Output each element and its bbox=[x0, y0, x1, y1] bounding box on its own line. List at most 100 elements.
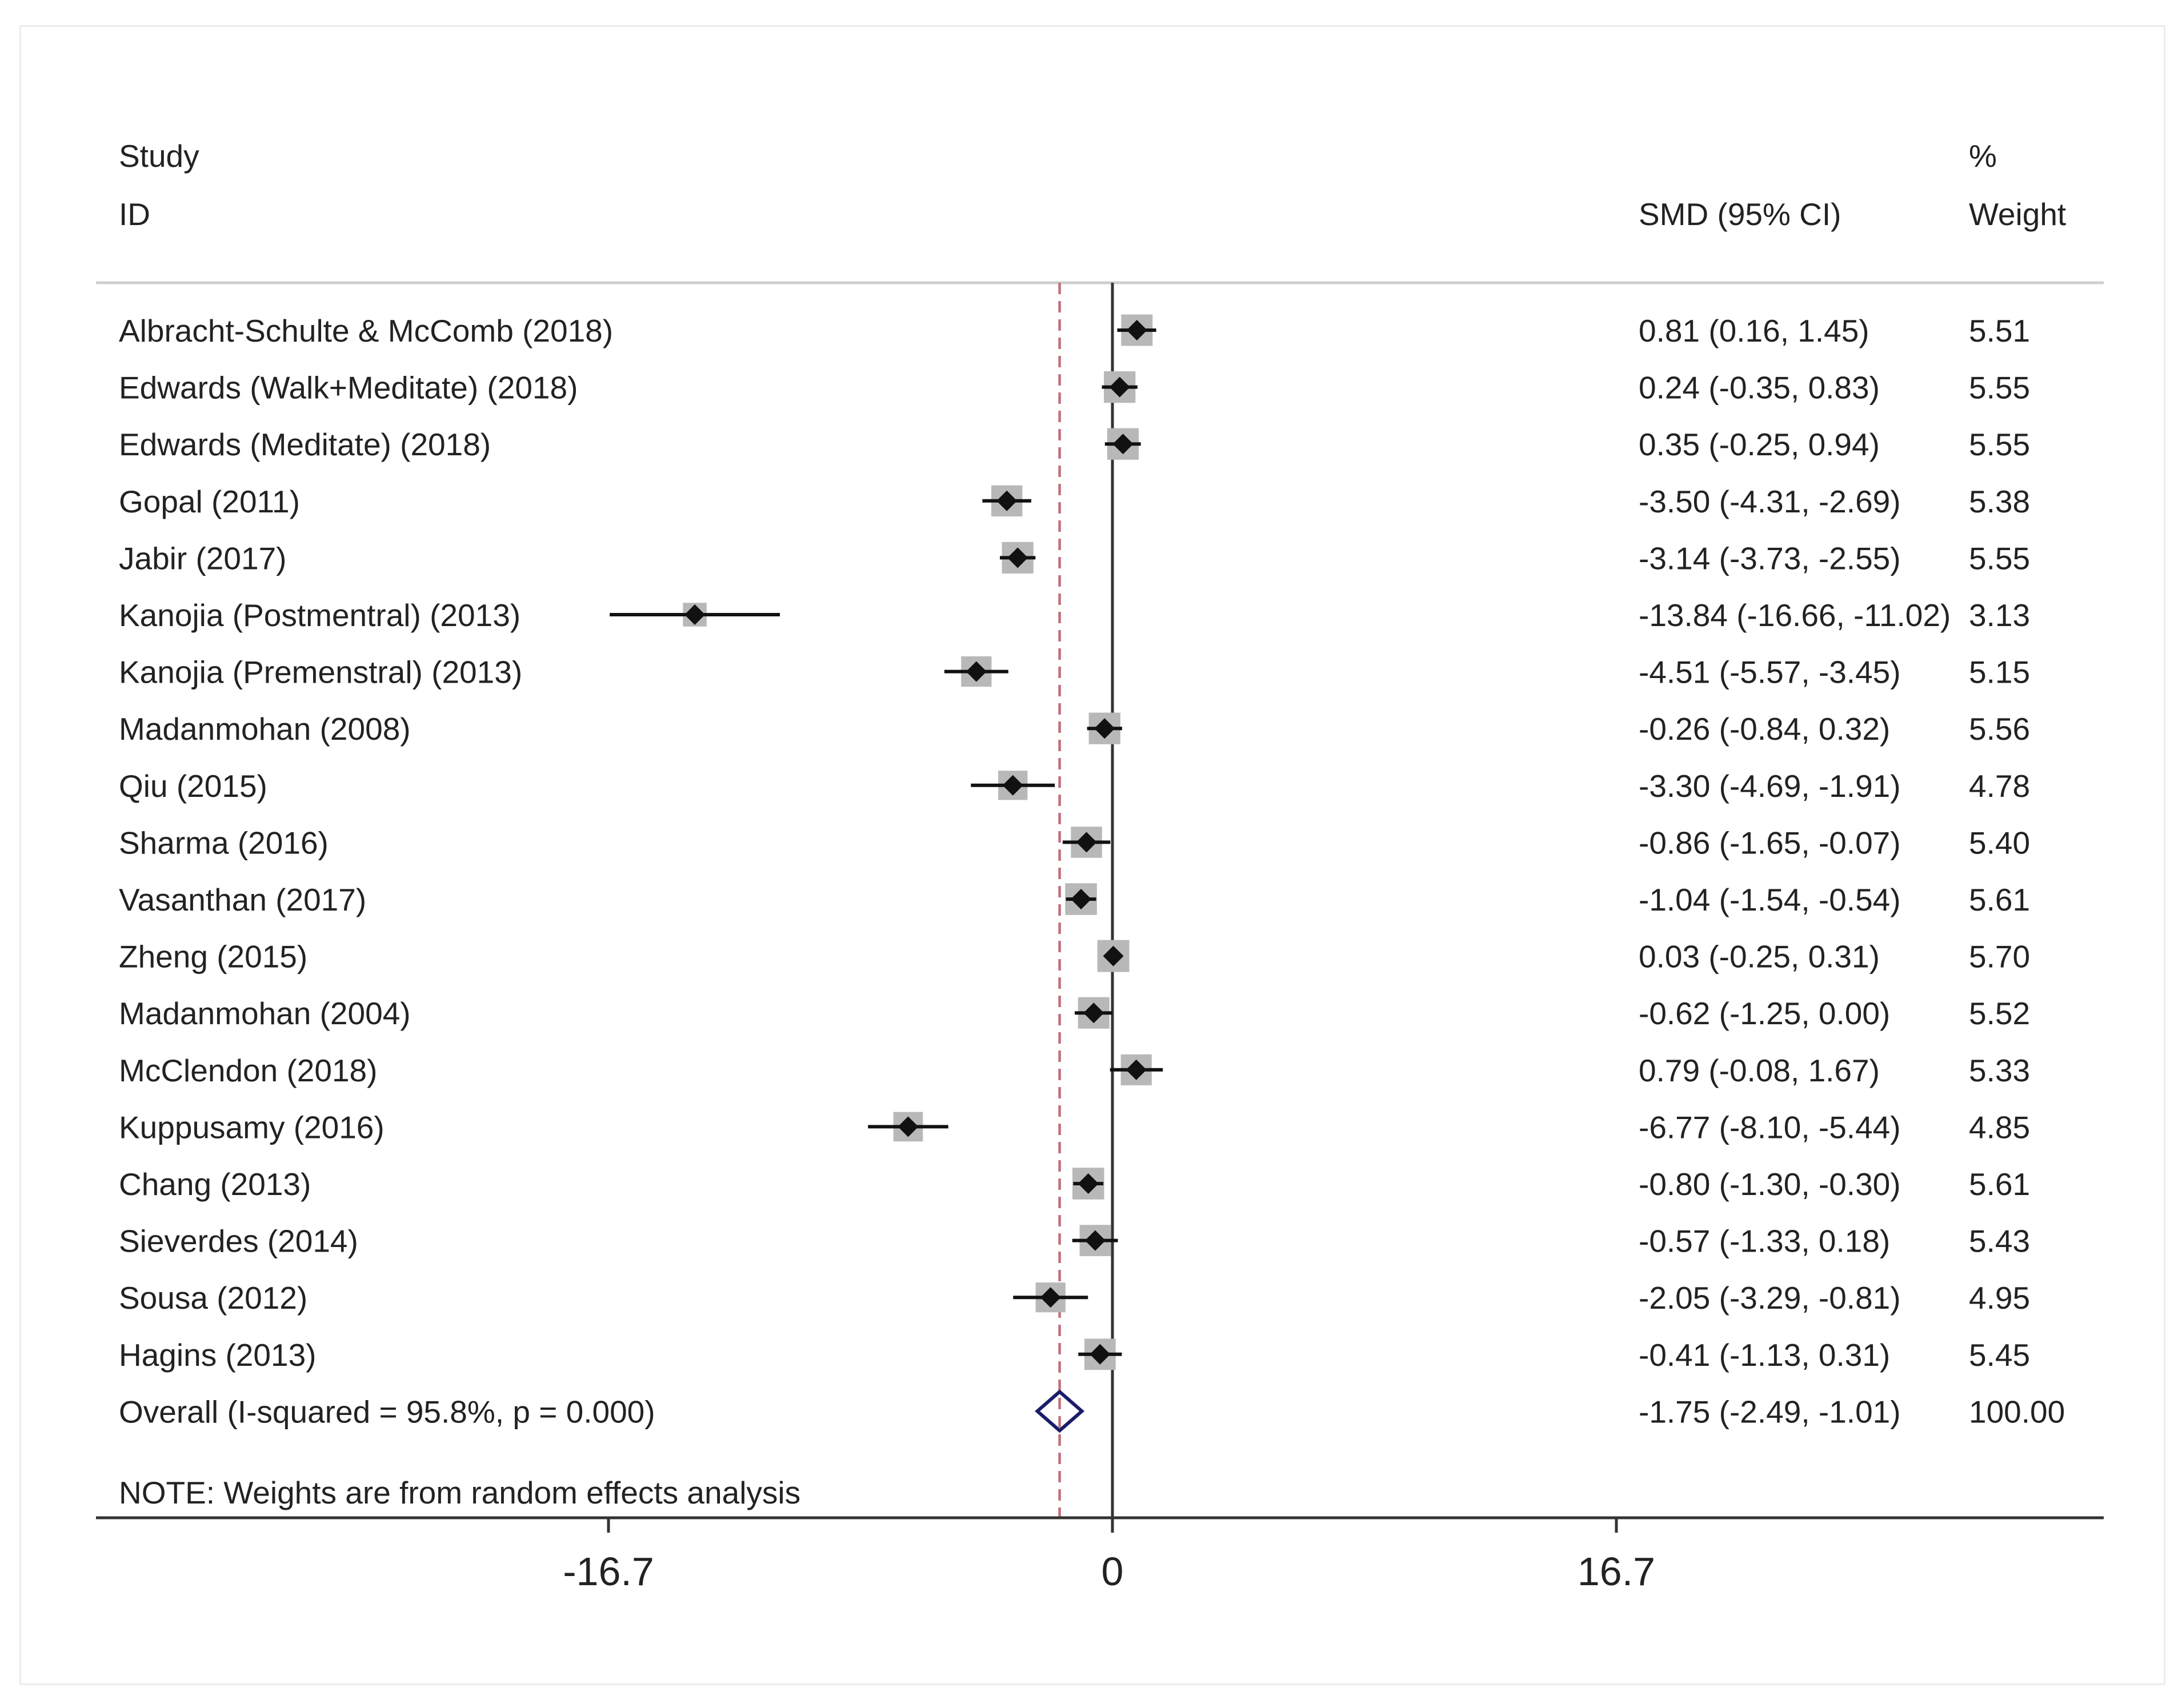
study-label: Sharma (2016) bbox=[119, 825, 329, 860]
study-row: Hagins (2013) -0.41 (-1.13, 0.31) 5.45 bbox=[119, 1337, 2030, 1373]
study-row: Sieverdes (2014) -0.57 (-1.33, 0.18) 5.43 bbox=[119, 1224, 2030, 1259]
x-axis: -16.7 0 16.7 bbox=[96, 1516, 2104, 1594]
study-row: Albracht-Schulte & McComb (2018) 0.81 (0.… bbox=[119, 313, 2030, 348]
study-label: Madanmohan (2004) bbox=[119, 996, 411, 1031]
ci-text: -0.86 (-1.65, -0.07) bbox=[1639, 825, 1901, 860]
study-label: Madanmohan (2008) bbox=[119, 711, 411, 747]
header-study: Study bbox=[119, 138, 199, 174]
study-label: Edwards (Meditate) (2018) bbox=[119, 427, 491, 462]
point-estimate bbox=[1007, 547, 1028, 568]
study-row: Sharma (2016) -0.86 (-1.65, -0.07) 5.40 bbox=[119, 825, 2030, 860]
note: NOTE: Weights are from random effects an… bbox=[119, 1475, 800, 1510]
weight-text: 5.61 bbox=[1969, 1166, 2030, 1202]
point-estimate bbox=[996, 490, 1018, 511]
study-label: Vasanthan (2017) bbox=[119, 882, 366, 917]
x-tick-label: 0 bbox=[1102, 1549, 1124, 1594]
study-row: Zheng (2015) 0.03 (-0.25, 0.31) 5.70 bbox=[119, 939, 2030, 975]
header-id: ID bbox=[119, 197, 150, 232]
point-estimate bbox=[1076, 832, 1097, 853]
point-estimate bbox=[898, 1116, 919, 1137]
study-label: Edwards (Walk+Meditate) (2018) bbox=[119, 370, 578, 406]
study-row: Chang (2013) -0.80 (-1.30, -0.30) 5.61 bbox=[119, 1166, 2030, 1202]
header-smd: SMD (95% CI) bbox=[1639, 197, 1841, 232]
weight-text: 5.38 bbox=[1969, 484, 2030, 519]
overall-diamond bbox=[1035, 1389, 1085, 1433]
ci-text: -2.05 (-3.29, -0.81) bbox=[1639, 1280, 1901, 1316]
ci-text: -6.77 (-8.10, -5.44) bbox=[1639, 1109, 1901, 1145]
study-label: McClendon (2018) bbox=[119, 1053, 377, 1088]
point-estimate bbox=[1109, 376, 1130, 398]
study-row: Qiu (2015) -3.30 (-4.69, -1.91) 4.78 bbox=[119, 768, 2030, 804]
x-tick-label: -16.7 bbox=[563, 1549, 654, 1594]
point-estimate bbox=[1084, 1230, 1106, 1251]
overall-row: Overall (I-squared = 95.8%, p = 0.000) -1… bbox=[119, 1389, 2065, 1433]
weight-text: 5.15 bbox=[1969, 655, 2030, 690]
point-estimate bbox=[966, 661, 987, 682]
overall-ci-text: -1.75 (-2.49, -1.01) bbox=[1639, 1394, 1901, 1429]
study-row: Kuppusamy (2016) -6.77 (-8.10, -5.44) 4.85 bbox=[119, 1109, 2030, 1145]
study-label: Chang (2013) bbox=[119, 1166, 311, 1202]
ci-text: -0.26 (-0.84, 0.32) bbox=[1639, 711, 1890, 747]
study-row: Jabir (2017) -3.14 (-3.73, -2.55) 5.55 bbox=[119, 540, 2030, 576]
header-group: Study ID SMD (95% CI) % Weight bbox=[96, 138, 2104, 284]
weight-text: 5.43 bbox=[1969, 1224, 2030, 1259]
study-label: Kanojia (Premenstral) (2013) bbox=[119, 655, 522, 690]
weight-text: 4.95 bbox=[1969, 1280, 2030, 1316]
weight-text: 4.85 bbox=[1969, 1109, 2030, 1145]
weight-text: 5.45 bbox=[1969, 1337, 2030, 1373]
ci-text: 0.03 (-0.25, 0.31) bbox=[1639, 939, 1880, 975]
study-row: Edwards (Meditate) (2018) 0.35 (-0.25, 0.… bbox=[119, 427, 2030, 462]
overall-label: Overall (I-squared = 95.8%, p = 0.000) bbox=[119, 1394, 655, 1429]
weight-text: 5.55 bbox=[1969, 370, 2030, 406]
study-label: Kanojia (Postmentral) (2013) bbox=[119, 598, 521, 633]
study-label: Hagins (2013) bbox=[119, 1337, 316, 1373]
study-label: Gopal (2011) bbox=[119, 484, 300, 519]
study-row: Kanojia (Postmentral) (2013) -13.84 (-16.… bbox=[119, 598, 2030, 633]
point-estimate bbox=[1078, 1173, 1099, 1194]
ci-text: -0.80 (-1.30, -0.30) bbox=[1639, 1166, 1901, 1202]
header-weight: Weight bbox=[1969, 197, 2066, 232]
study-row: Gopal (2011) -3.50 (-4.31, -2.69) 5.38 bbox=[119, 484, 2030, 519]
study-label: Jabir (2017) bbox=[119, 540, 286, 576]
point-estimate bbox=[1126, 320, 1147, 340]
weight-text: 5.52 bbox=[1969, 996, 2030, 1031]
point-estimate bbox=[1126, 1059, 1147, 1080]
point-estimate bbox=[1090, 1344, 1111, 1365]
ci-text: -1.04 (-1.54, -0.54) bbox=[1639, 882, 1901, 917]
header-percent: % bbox=[1969, 138, 1997, 174]
study-label: Sousa (2012) bbox=[119, 1280, 307, 1316]
weight-text: 5.61 bbox=[1969, 882, 2030, 917]
weight-text: 5.33 bbox=[1969, 1053, 2030, 1088]
study-row: McClendon (2018) 0.79 (-0.08, 1.67) 5.33 bbox=[119, 1053, 2030, 1088]
overall-weight-text: 100.00 bbox=[1969, 1394, 2065, 1429]
ci-text: -3.50 (-4.31, -2.69) bbox=[1639, 484, 1901, 519]
study-label: Albracht-Schulte & McComb (2018) bbox=[119, 313, 613, 348]
weight-text: 5.56 bbox=[1969, 711, 2030, 747]
x-tick-label: 16.7 bbox=[1578, 1549, 1655, 1594]
study-label: Zheng (2015) bbox=[119, 939, 307, 975]
ci-text: -0.57 (-1.33, 0.18) bbox=[1639, 1224, 1890, 1259]
ci-text: 0.24 (-0.35, 0.83) bbox=[1639, 370, 1880, 406]
ci-text: -0.41 (-1.13, 0.31) bbox=[1639, 1337, 1890, 1373]
weight-text: 5.55 bbox=[1969, 540, 2030, 576]
point-estimate bbox=[1040, 1287, 1061, 1308]
weight-text: 3.13 bbox=[1969, 598, 2030, 633]
ci-text: -3.14 (-3.73, -2.55) bbox=[1639, 540, 1901, 576]
study-row: Sousa (2012) -2.05 (-3.29, -0.81) 4.95 bbox=[119, 1280, 2030, 1316]
point-estimate bbox=[1112, 434, 1134, 455]
ci-text: -4.51 (-5.57, -3.45) bbox=[1639, 655, 1901, 690]
ci-text: -0.62 (-1.25, 0.00) bbox=[1639, 996, 1890, 1031]
weight-text: 4.78 bbox=[1969, 768, 2030, 804]
study-label: Kuppusamy (2016) bbox=[119, 1109, 385, 1145]
point-estimate bbox=[1071, 889, 1092, 909]
ci-text: 0.81 (0.16, 1.45) bbox=[1639, 313, 1869, 348]
study-label: Qiu (2015) bbox=[119, 768, 267, 804]
point-estimate bbox=[684, 604, 706, 625]
study-row: Kanojia (Premenstral) (2013) -4.51 (-5.57… bbox=[119, 655, 2030, 690]
study-row: Vasanthan (2017) -1.04 (-1.54, -0.54) 5.61 bbox=[119, 882, 2030, 917]
study-rows: Albracht-Schulte & McComb (2018) 0.81 (0.… bbox=[119, 313, 2030, 1373]
ci-text: 0.35 (-0.25, 0.94) bbox=[1639, 427, 1880, 462]
point-estimate bbox=[1094, 718, 1115, 739]
weight-text: 5.51 bbox=[1969, 313, 2030, 348]
